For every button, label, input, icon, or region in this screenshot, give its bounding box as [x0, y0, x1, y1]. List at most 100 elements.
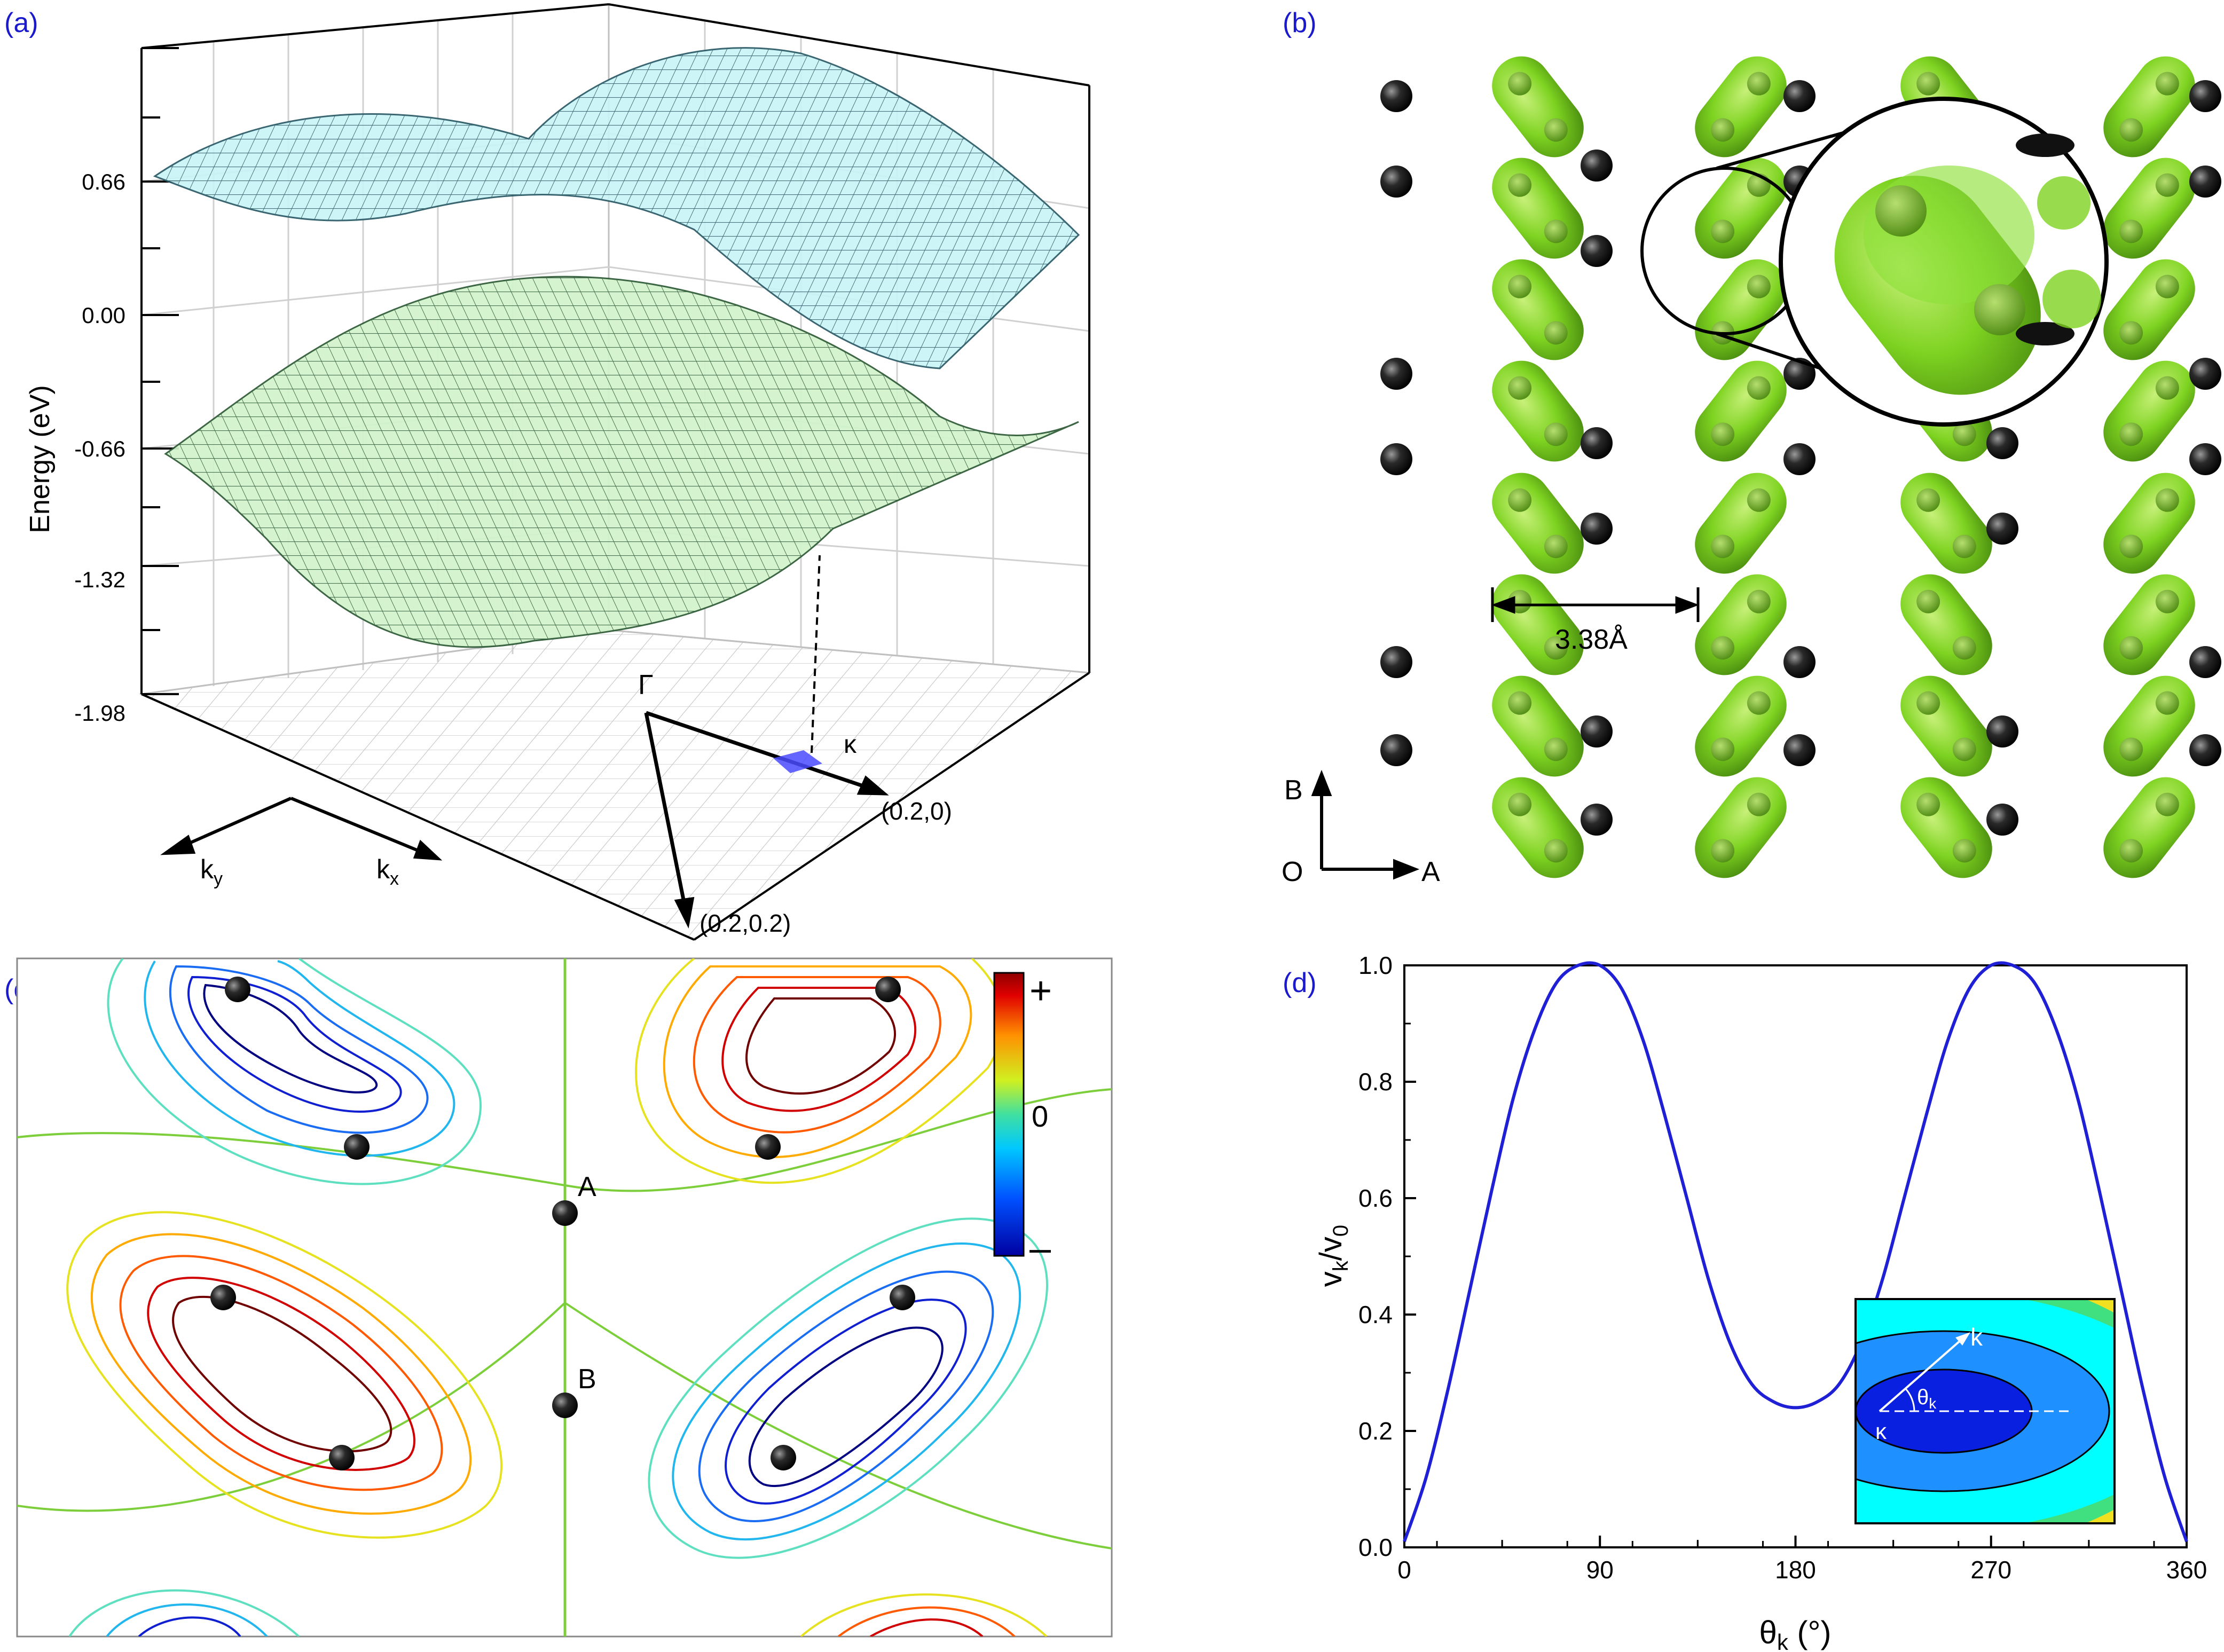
- atom-28: [2189, 646, 2221, 678]
- y-tick-label: -1.32: [74, 567, 125, 592]
- x-axis-label: θk (°): [1759, 1615, 1832, 1652]
- molecule-3: [1695, 158, 1787, 259]
- atom-10: [1581, 715, 1613, 748]
- y-axis-label: vk/v0: [1314, 1225, 1353, 1287]
- contour-map: [17, 958, 1112, 1637]
- molecule-18: [1695, 473, 1787, 574]
- y-tick-label: 0.6: [1358, 1184, 1393, 1212]
- panel-b: (b) 3.38Å: [1282, 7, 2221, 887]
- kappa-dashed-line: [811, 555, 821, 753]
- kxky-axes: [160, 797, 443, 861]
- molecule-29: [1900, 777, 1992, 878]
- panel-a: (a): [4, 3, 1092, 941]
- atom-3: [1380, 443, 1412, 475]
- gamma-label: Γ: [638, 670, 654, 701]
- site-a-atom: [552, 1200, 578, 1226]
- atom-23: [1986, 804, 2018, 836]
- y-tick-label: 1.0: [1358, 951, 1393, 979]
- molecule-30: [2103, 675, 2195, 777]
- plot-tick-labels: 0 90 180 270 360 0.0 0.2 0.4 0.6 0.8 1.0: [1358, 951, 2207, 1584]
- atom-24: [2189, 80, 2221, 112]
- kx-label: kx: [376, 854, 399, 889]
- y-axis-label: Energy (eV): [25, 385, 56, 533]
- kappa-marker: [773, 750, 822, 773]
- colorbar-plus: +: [1030, 970, 1052, 1012]
- site-b-label: B: [578, 1364, 596, 1395]
- panel-a-label: (a): [4, 7, 38, 38]
- molecule-14: [2103, 259, 2195, 360]
- atom-15: [1783, 443, 1816, 475]
- atom-14: [1783, 358, 1816, 390]
- y-tick-label: 0.2: [1358, 1417, 1393, 1445]
- colorbar-minus: –: [1030, 1227, 1051, 1270]
- velocity-curve: [1403, 961, 2188, 1543]
- inset-k-label: k: [1970, 1323, 1983, 1351]
- atom-27: [2189, 443, 2221, 475]
- atom-6: [1581, 150, 1613, 182]
- atom-20: [1986, 427, 2018, 459]
- x-tick-label: 90: [1586, 1556, 1614, 1584]
- axis-a-label: A: [1421, 856, 1440, 887]
- atom-7: [1581, 235, 1613, 267]
- y-axis-ticks: [142, 47, 179, 695]
- x-tick-label: 180: [1775, 1556, 1816, 1584]
- ky-label: ky: [200, 854, 223, 889]
- y-tick-label: -1.98: [74, 701, 125, 726]
- molecule-26: [1695, 675, 1787, 777]
- y-tick-label: 0.8: [1358, 1068, 1393, 1096]
- molecule-19: [1695, 574, 1787, 675]
- y-tick-label: -0.66: [74, 436, 125, 461]
- molecule-23: [2103, 574, 2195, 675]
- panel-d: (d) 0 90 180 270 360 0.0 0.2 0.4 0.6 0.8 1.0 θk (°…: [1283, 951, 2207, 1652]
- plot-ticks: [1403, 964, 2188, 1548]
- zoomed-molecule: [1834, 133, 2101, 395]
- molecule-8: [1492, 259, 1584, 360]
- box-edges: [140, 3, 1090, 941]
- kappa-label: κ: [844, 730, 857, 759]
- contour-lobe-negative-top-left: [107, 958, 482, 1185]
- molecule-27: [1695, 777, 1787, 878]
- inset-contour: k θk κ: [1854, 1298, 2116, 1524]
- panel-d-label: (d): [1283, 967, 1317, 998]
- atom-9: [1581, 513, 1613, 545]
- lattice-axes: [1311, 769, 1420, 880]
- molecule-31: [2103, 777, 2195, 878]
- y-tick-label: 0.0: [1358, 1533, 1393, 1561]
- origin-label: O: [1282, 856, 1303, 887]
- molecule-9: [1492, 360, 1584, 462]
- contour-atoms: [210, 977, 915, 1470]
- x-tick-label: 0: [1397, 1556, 1411, 1584]
- panel-b-label: (b): [1283, 7, 1317, 38]
- contour-partial-bottom: [68, 1589, 1048, 1637]
- molecule-24: [1492, 675, 1584, 777]
- contour-lobe-positive-bottom-left: [66, 1211, 503, 1539]
- atom-0: [1380, 80, 1412, 112]
- molecule-16: [1492, 473, 1584, 574]
- molecule-2: [1695, 56, 1787, 158]
- atom-17: [1783, 734, 1816, 766]
- molecule-11: [1695, 360, 1787, 462]
- inset-kappa-label: κ: [1875, 1419, 1887, 1444]
- atom-22: [1986, 715, 2018, 748]
- atom-11: [1581, 804, 1613, 836]
- lower-band-surface: [164, 276, 1079, 648]
- point-02-02: (0.2,0.2): [700, 909, 791, 937]
- atom-1: [1380, 166, 1412, 198]
- k-path: [644, 711, 889, 929]
- atom-21: [1986, 513, 2018, 545]
- floor-grid: [138, 629, 1092, 941]
- atom-2: [1380, 358, 1412, 390]
- upper-band-surface: [153, 47, 1080, 369]
- molecule-0: [1492, 56, 1584, 158]
- axis-b-label: B: [1284, 775, 1303, 806]
- x-tick-label: 270: [1970, 1556, 2011, 1584]
- atom-4: [1380, 646, 1412, 678]
- inset-theta-label: θk: [1917, 1386, 1937, 1412]
- atom-5: [1380, 734, 1412, 766]
- atom-25: [2189, 166, 2221, 198]
- point-02-0: (0.2,0): [881, 797, 952, 825]
- site-a-label: A: [578, 1171, 596, 1202]
- colorbar: [993, 972, 1025, 1257]
- atom-12: [1783, 80, 1816, 112]
- y-tick-label: 0.66: [82, 169, 125, 194]
